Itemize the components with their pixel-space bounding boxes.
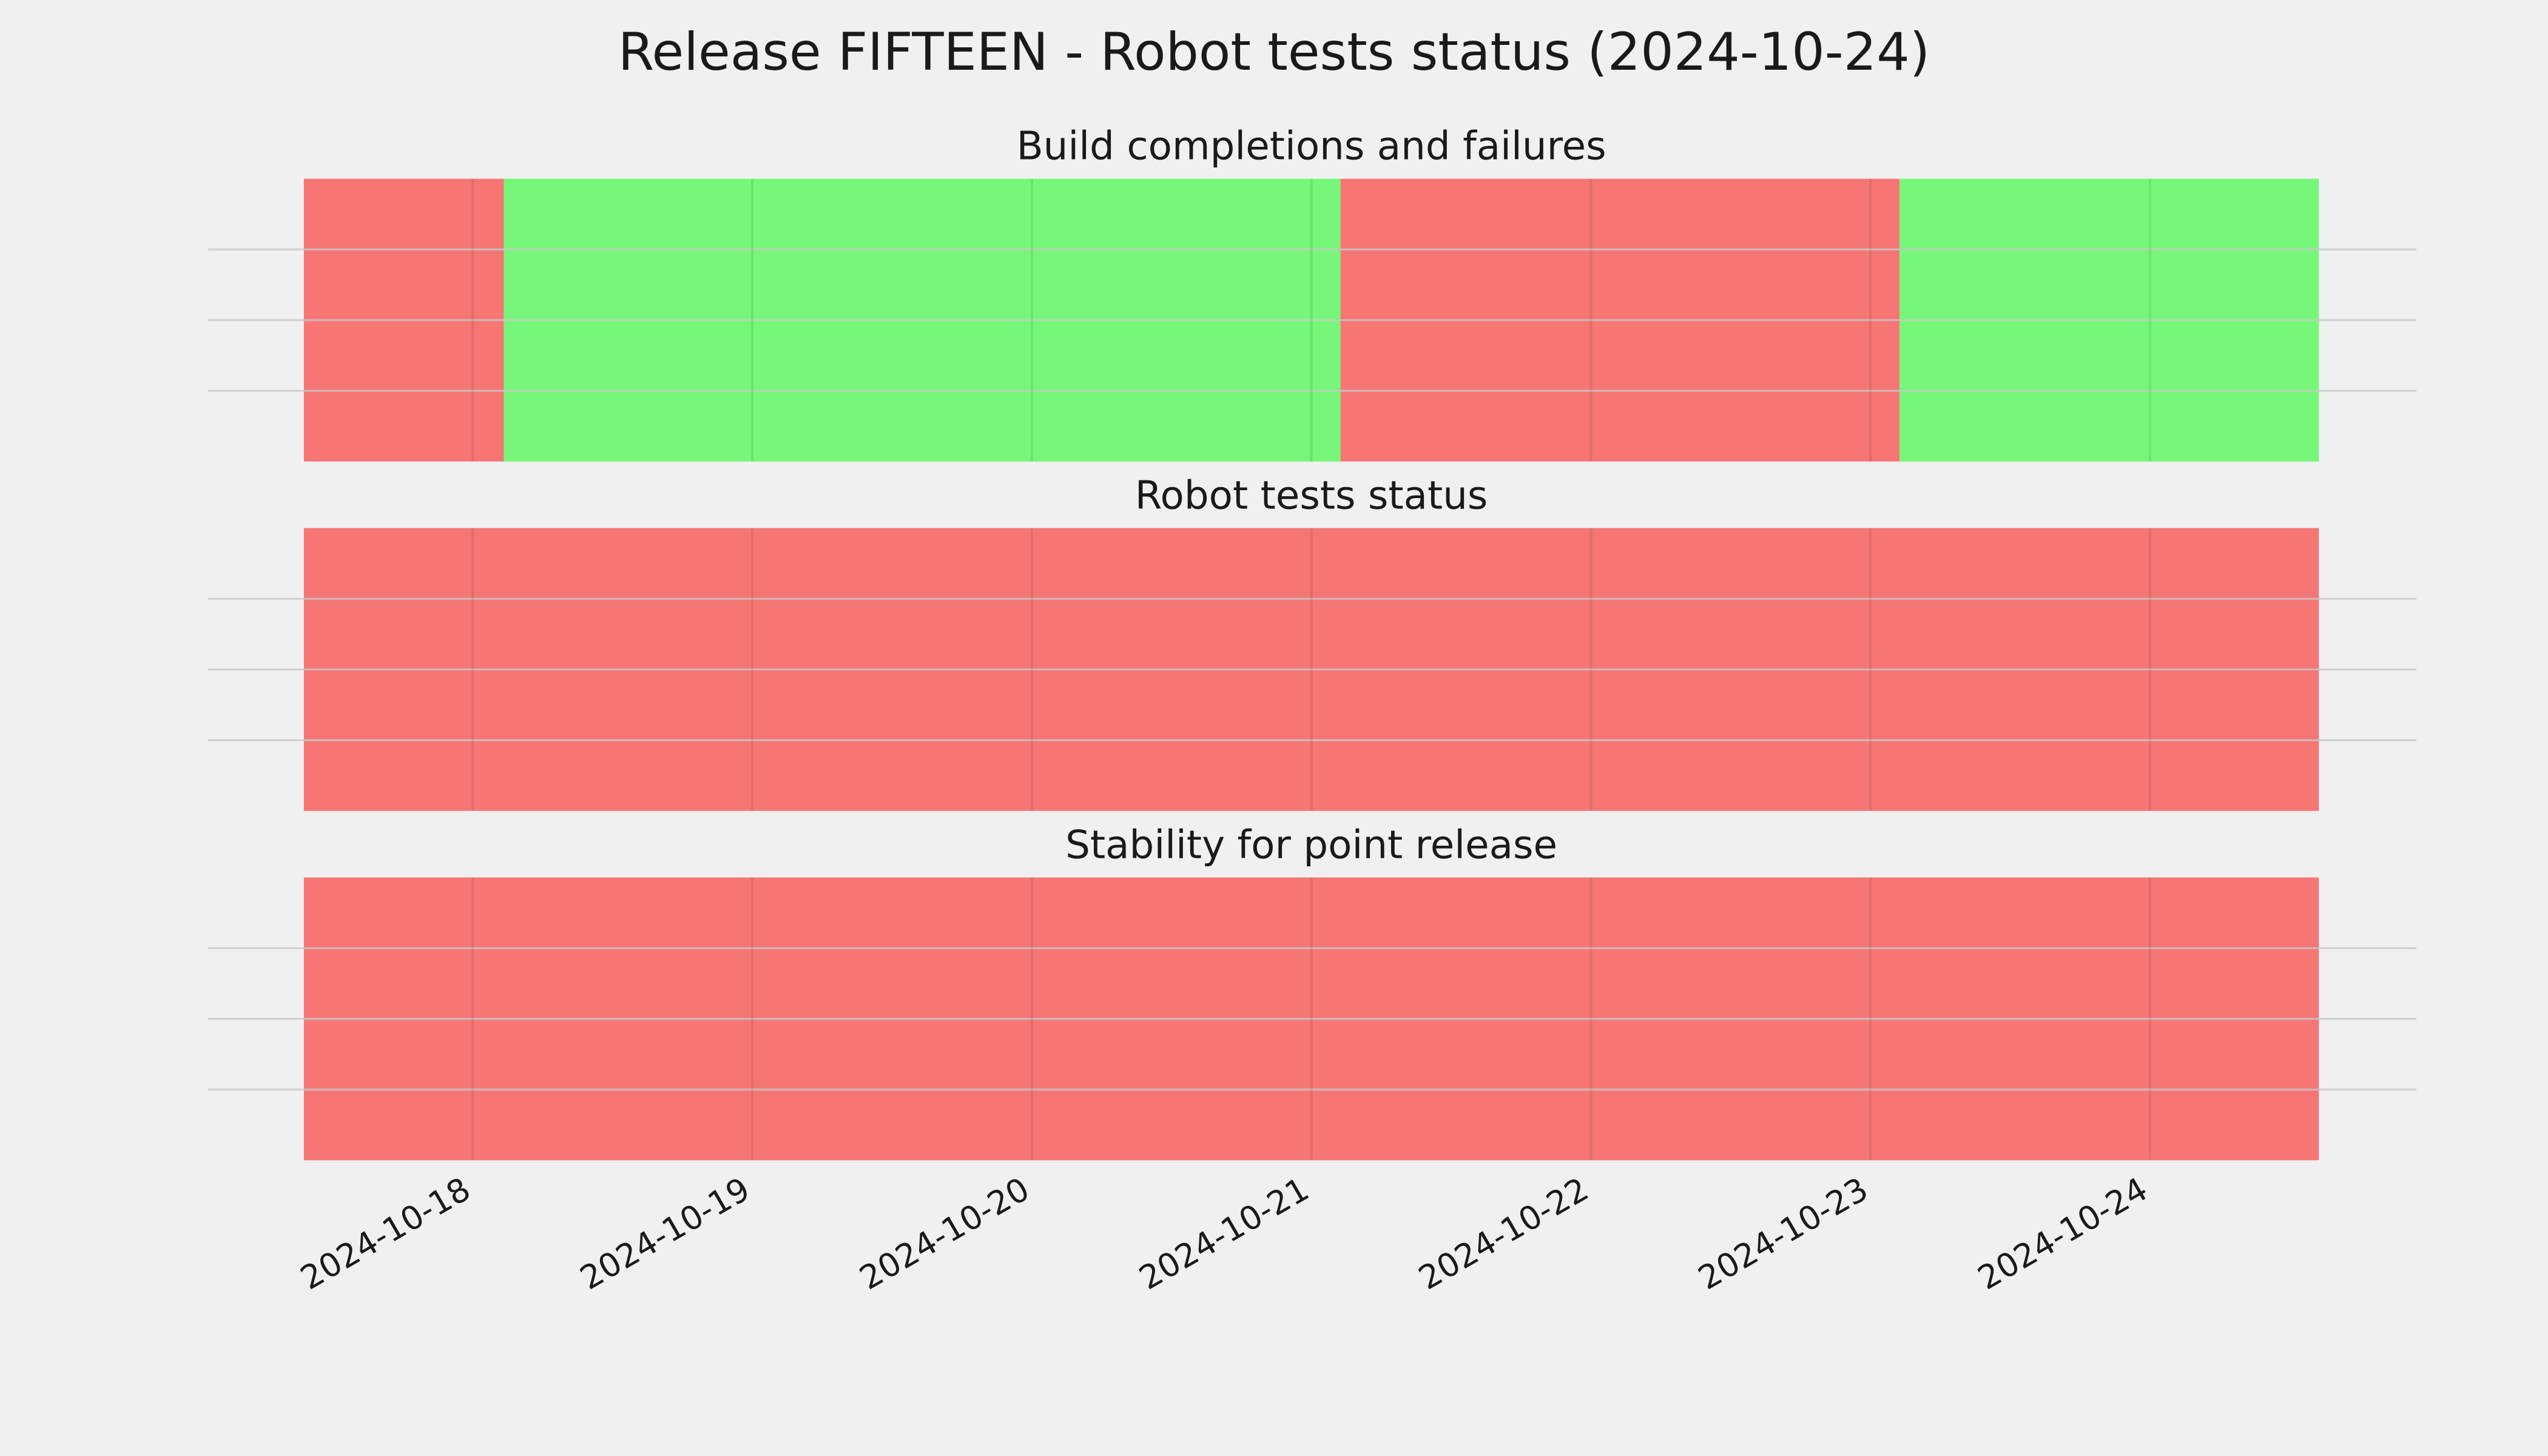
- figure-title: Release FIFTEEN - Robot tests status (20…: [618, 22, 1930, 83]
- subplot-title: Robot tests status: [1135, 473, 1488, 518]
- subplot-title: Stability for point release: [1065, 822, 1557, 868]
- subplot-title: Build completions and failures: [1017, 124, 1606, 169]
